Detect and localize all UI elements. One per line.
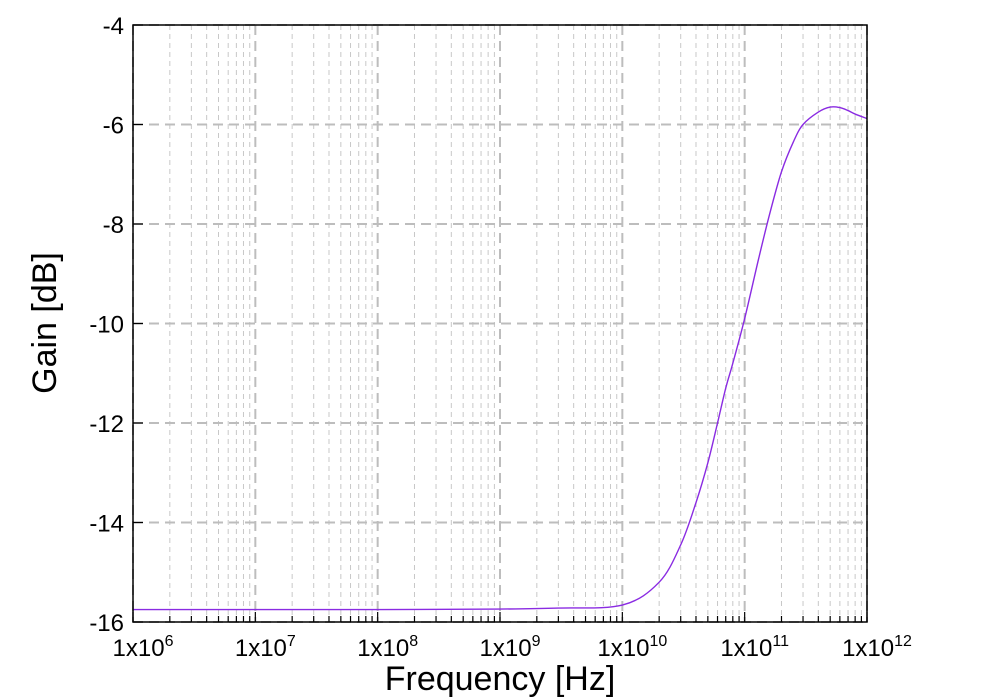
- tick-marks: [132, 24, 868, 623]
- x-tick-label: 1x1011: [720, 633, 789, 662]
- y-tick-label: -8: [103, 212, 124, 239]
- y-tick-label: -10: [89, 312, 124, 339]
- y-tick-labels: -4 -6 -8 -10 -12 -14 -16: [89, 13, 124, 637]
- y-tick-label: -6: [103, 113, 124, 140]
- x-tick-label: 1x106: [113, 633, 174, 662]
- x-tick-label: 1x1012: [842, 633, 912, 662]
- y-tick-label: -4: [103, 13, 124, 40]
- x-tick-label: 1x109: [480, 633, 541, 662]
- y-axis-label: Gain [dB]: [26, 252, 64, 394]
- y-tick-label: -16: [89, 610, 124, 637]
- x-tick-label: 1x1010: [597, 633, 667, 662]
- series-layer: [132, 106, 868, 611]
- series-line: [132, 106, 868, 611]
- x-tick-labels: 1x106 1x107 1x108 1x109 1x1010 1x1011 1x1012: [113, 633, 913, 662]
- x-tick-label: 1x107: [235, 633, 296, 662]
- y-tick-label: -14: [89, 511, 124, 538]
- x-axis-label: Frequency [Hz]: [385, 660, 616, 698]
- y-tick-label: -12: [89, 411, 124, 438]
- x-tick-label: 1x108: [357, 633, 418, 662]
